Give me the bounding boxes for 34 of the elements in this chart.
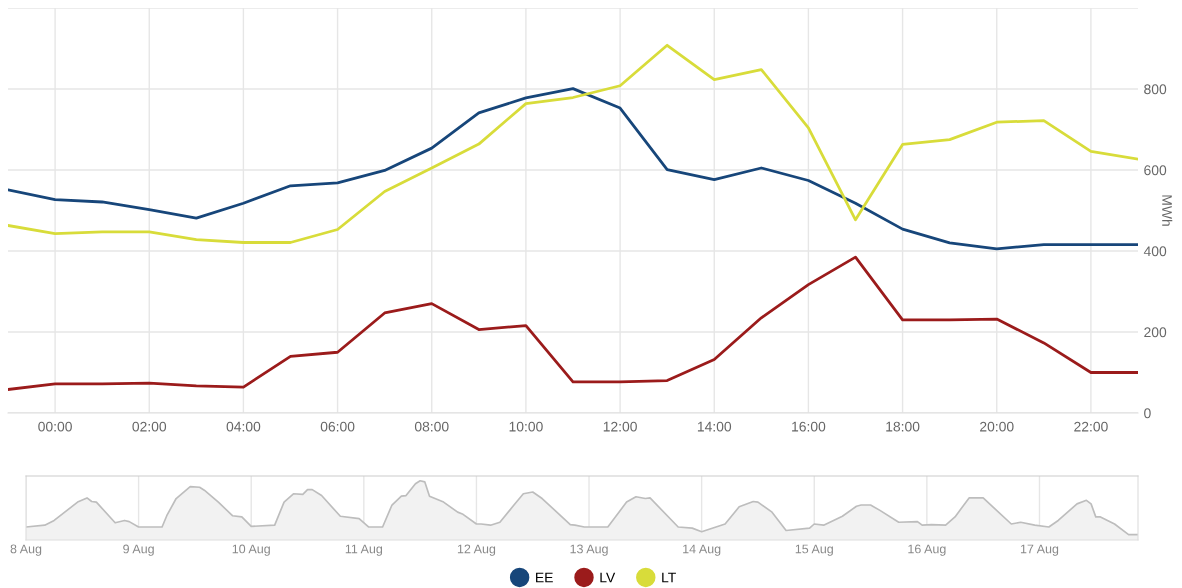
- y-tick-label: 0: [1144, 408, 1151, 419]
- legend-label: EE: [536, 572, 553, 583]
- x-tick-label: 12:00: [603, 421, 637, 432]
- y-tick-label: 200: [1144, 327, 1167, 338]
- x-tick-label: 22:00: [1074, 421, 1108, 432]
- line-series: [8, 255, 1138, 391]
- x-tick-label: 18:00: [886, 421, 920, 432]
- x-tick-label: 20:00: [980, 421, 1014, 432]
- y-tick-label: 400: [1143, 246, 1167, 257]
- x-tick-label: 9 Aug: [123, 544, 154, 556]
- x-tick-label: 10 Aug: [232, 544, 270, 556]
- x-tick-label: 17 Aug: [1020, 544, 1059, 556]
- x-tick-label: 16:00: [792, 421, 826, 432]
- x-tick-label: 16 Aug: [908, 544, 946, 556]
- y-axis-title: MWh: [1162, 195, 1173, 226]
- legend-label: LV: [600, 572, 616, 583]
- x-tick-label: 10:00: [509, 421, 543, 432]
- x-tick-label: 13 Aug: [570, 544, 608, 556]
- x-tick-label: 08:00: [414, 421, 449, 432]
- line-series: [8, 43, 1138, 244]
- x-tick-label: 14 Aug: [683, 544, 721, 556]
- line-series: [8, 87, 1138, 251]
- x-tick-label: 11 Aug: [345, 544, 383, 556]
- x-tick-label: 15 Aug: [795, 544, 833, 556]
- x-tick-label: 02:00: [132, 421, 167, 432]
- x-tick-label: 8 Aug: [10, 544, 42, 556]
- x-tick-label: 14:00: [697, 421, 732, 432]
- x-tick-label: 00:00: [38, 421, 72, 432]
- y-tick-label: 800: [1144, 84, 1167, 95]
- legend-label: LT: [662, 572, 676, 583]
- x-tick-label: 04:00: [226, 421, 261, 432]
- x-tick-label: 12 Aug: [457, 544, 496, 556]
- y-tick-label: 600: [1144, 165, 1167, 176]
- x-tick-label: 06:00: [320, 421, 355, 432]
